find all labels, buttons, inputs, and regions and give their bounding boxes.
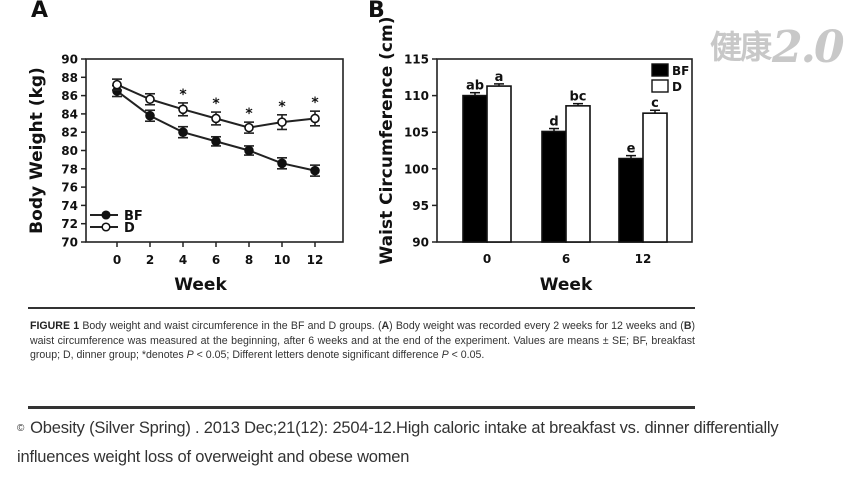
y-tick-label: 88 xyxy=(61,71,78,85)
y-tick-label: 100 xyxy=(404,162,429,176)
data-point-D xyxy=(277,117,287,127)
legend-label-D: D xyxy=(124,221,135,236)
x-tick-label: 12 xyxy=(307,253,324,267)
data-point-BF xyxy=(145,110,155,121)
watermark-logo: 健康2.0 xyxy=(710,26,845,70)
x-axis-label: Week xyxy=(540,275,593,295)
y-tick-label: 90 xyxy=(61,53,78,67)
bar-D xyxy=(486,85,512,243)
y-tick-label: 82 xyxy=(61,126,78,140)
x-tick-label: 10 xyxy=(274,253,291,267)
copyright-icon: © xyxy=(17,423,25,434)
significance-letter: bc xyxy=(569,90,586,105)
y-tick-label: 76 xyxy=(61,181,78,195)
x-tick-label: 6 xyxy=(212,253,220,267)
caption-label: FIGURE 1 xyxy=(30,320,80,332)
legend-label-BF: BF xyxy=(672,64,689,78)
data-point-BF xyxy=(244,145,254,156)
citation: © Obesity (Silver Spring) . 2013 Dec;21(1… xyxy=(17,414,837,472)
caption-text: < 0.05; Different letters denote signifi… xyxy=(193,349,442,362)
caption-text: < 0.05. xyxy=(448,349,485,362)
caption-ref-a: A xyxy=(381,320,390,332)
y-tick-label: 115 xyxy=(404,53,429,67)
y-tick-label: 86 xyxy=(61,89,78,103)
legend-swatch-BF xyxy=(651,63,669,77)
significance-marker: * xyxy=(311,95,319,111)
y-tick-label: 105 xyxy=(404,126,429,140)
significance-marker: * xyxy=(245,106,253,122)
significance-marker: * xyxy=(278,99,286,115)
chart-b-waist-circumference: 90 95 100 105 110 115 0 6 12 Week Waist Circumfere… xyxy=(377,17,693,295)
caption-text: ) waist circumference was measured at th… xyxy=(30,320,695,362)
data-point-D xyxy=(211,113,221,124)
caption-ref-b: B xyxy=(683,320,692,332)
data-point-D xyxy=(310,113,320,124)
x-tick-label: 12 xyxy=(635,252,652,266)
bar-D xyxy=(642,112,668,243)
caption-bottom-rule xyxy=(28,406,695,409)
y-axis-label: Waist Circumference (cm) xyxy=(377,17,397,265)
y-tick-label: 95 xyxy=(412,199,429,213)
bar-BF xyxy=(541,130,567,243)
x-tick-label: 2 xyxy=(146,253,154,267)
caption-text: Body weight and waist circumference in t… xyxy=(79,320,382,332)
significance-letter: d xyxy=(549,115,558,130)
chart-a-body-weight: 70 72 74 76 78 80 82 84 86 88 90 0 2 4 6 8 10 12 Week Body … xyxy=(27,53,344,295)
data-point-BF xyxy=(310,165,320,176)
y-axis-label: Body Weight (kg) xyxy=(27,67,47,234)
x-tick-label: 4 xyxy=(179,253,187,267)
y-tick-label: 90 xyxy=(412,236,429,250)
legend-marker-D xyxy=(101,222,111,232)
x-tick-label: 8 xyxy=(245,253,253,267)
caption-p: P xyxy=(441,349,449,362)
y-tick-label: 74 xyxy=(61,199,78,213)
caption-top-rule xyxy=(28,307,695,309)
legend-label-BF: BF xyxy=(124,209,143,224)
x-tick-label: 0 xyxy=(483,252,491,266)
significance-marker: * xyxy=(179,87,187,103)
data-point-D xyxy=(244,122,254,133)
data-point-BF xyxy=(277,158,287,169)
y-tick-label: 72 xyxy=(61,217,78,231)
caption-p: P xyxy=(186,349,194,362)
watermark-version: 2.0 xyxy=(772,22,845,73)
significance-letter: c xyxy=(651,96,659,111)
data-point-D xyxy=(112,79,122,90)
significance-marker: * xyxy=(212,96,220,112)
significance-letter: e xyxy=(627,142,636,157)
y-tick-label: 84 xyxy=(61,107,78,121)
panel-a-letter: A xyxy=(31,0,49,23)
data-point-D xyxy=(178,104,188,115)
y-tick-label: 110 xyxy=(404,89,429,103)
legend-swatch-D xyxy=(651,79,669,93)
legend-marker-BF xyxy=(101,210,111,220)
bar-BF xyxy=(462,94,488,243)
data-point-BF xyxy=(178,127,188,137)
bar-BF xyxy=(618,157,644,243)
data-point-BF xyxy=(211,136,221,147)
caption-text: ) Body weight was recorded every 2 weeks… xyxy=(389,320,684,332)
citation-text: Obesity (Silver Spring) . 2013 Dec;21(12… xyxy=(17,419,779,466)
significance-letter: a xyxy=(495,70,504,85)
y-tick-label: 78 xyxy=(61,162,78,176)
y-tick-label: 80 xyxy=(61,144,78,158)
data-point-D xyxy=(145,94,155,105)
significance-letter: ab xyxy=(466,79,484,94)
panel-b-letter: B xyxy=(368,0,385,23)
legend-label-D: D xyxy=(672,80,682,94)
x-tick-label: 6 xyxy=(562,252,570,266)
x-axis-label: Week xyxy=(174,275,227,295)
watermark-cjk: 健康 xyxy=(710,28,772,66)
figure-caption: FIGURE 1 Body weight and waist circumfer… xyxy=(30,319,695,363)
bar-D xyxy=(565,105,591,243)
y-tick-label: 70 xyxy=(61,236,78,250)
x-tick-label: 0 xyxy=(113,253,121,267)
